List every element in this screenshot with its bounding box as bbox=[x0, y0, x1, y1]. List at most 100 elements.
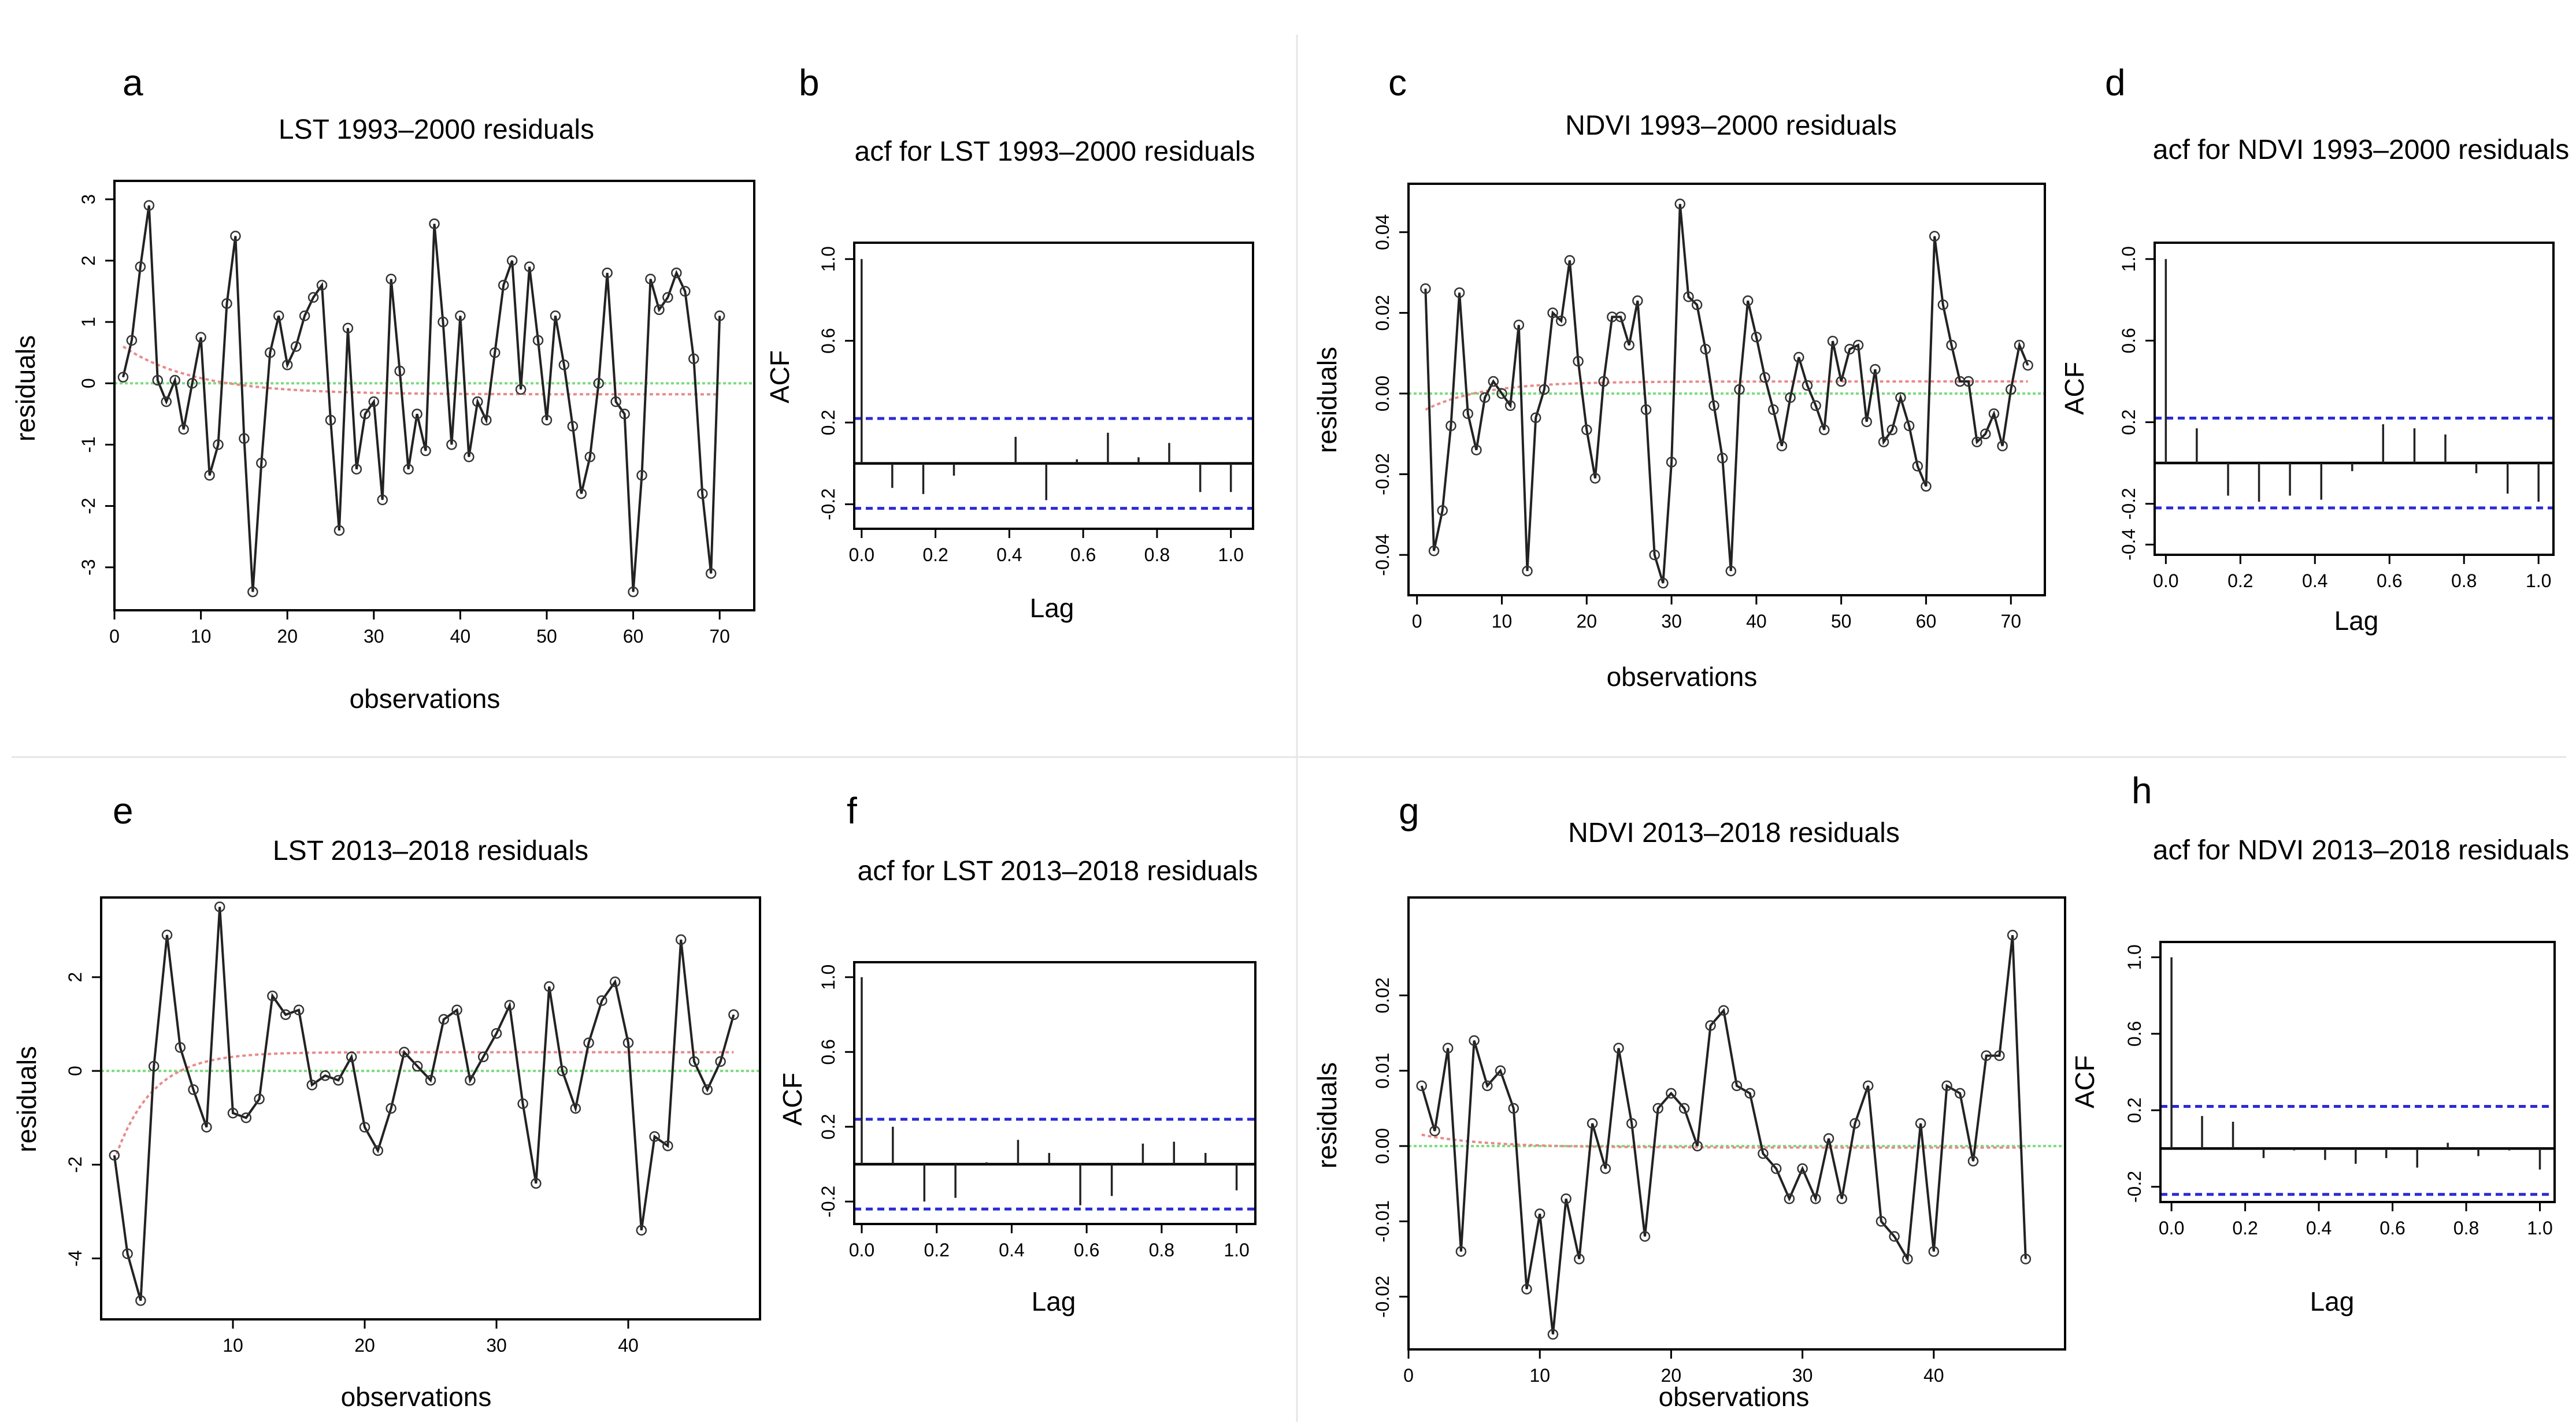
data-point bbox=[273, 310, 284, 321]
data-point bbox=[1692, 1140, 1703, 1152]
data-point bbox=[1718, 1005, 1729, 1016]
plot-frame bbox=[2154, 242, 2555, 556]
x-tick-label: 10 bbox=[1529, 1365, 1550, 1386]
data-point bbox=[584, 451, 596, 462]
data-point bbox=[1649, 549, 1660, 561]
data-point bbox=[148, 1060, 160, 1072]
data-point bbox=[491, 1028, 502, 1039]
data-point bbox=[1997, 440, 2008, 451]
data-point bbox=[1581, 424, 1592, 436]
data-point bbox=[1946, 339, 1957, 351]
data-point bbox=[1700, 343, 1711, 355]
data-point bbox=[1442, 1043, 1454, 1054]
data-point bbox=[465, 1075, 476, 1086]
x-tick-label: 70 bbox=[709, 626, 730, 647]
data-point bbox=[1666, 457, 1677, 468]
data-point bbox=[498, 280, 509, 291]
x-axis-label: Lag bbox=[1030, 593, 1074, 623]
data-point bbox=[333, 525, 345, 536]
y-tick-label: 1 bbox=[78, 317, 99, 327]
data-point bbox=[359, 409, 371, 420]
y-tick-label: 0.2 bbox=[2124, 1097, 2145, 1123]
data-point bbox=[1496, 388, 1507, 399]
y-tick-label: -0.2 bbox=[818, 488, 839, 520]
data-point bbox=[1416, 1080, 1427, 1092]
x-tick-label: 10 bbox=[1492, 611, 1513, 632]
data-point bbox=[688, 1056, 700, 1067]
data-point bbox=[201, 1122, 212, 1133]
data-point bbox=[333, 1075, 344, 1086]
data-point bbox=[1469, 1035, 1480, 1046]
data-point bbox=[213, 439, 224, 450]
data-point bbox=[662, 1140, 673, 1152]
data-point bbox=[1767, 404, 1779, 416]
x-tick-label: 0.6 bbox=[2377, 570, 2402, 591]
y-tick-label: 0.02 bbox=[1372, 295, 1393, 331]
data-point bbox=[1776, 440, 1788, 451]
x-tick-label: 0.4 bbox=[996, 544, 1022, 565]
data-point bbox=[195, 332, 206, 343]
data-point bbox=[570, 1103, 581, 1114]
y-tick-label: -0.02 bbox=[1372, 453, 1393, 495]
y-axis-label: residuals bbox=[12, 1046, 42, 1152]
plot-frame bbox=[1407, 183, 2046, 596]
data-point bbox=[1428, 545, 1440, 557]
data-point bbox=[1652, 1103, 1663, 1114]
series-line bbox=[1424, 203, 2029, 584]
data-point bbox=[399, 1047, 410, 1058]
data-point bbox=[267, 991, 278, 1002]
data-point bbox=[346, 1051, 357, 1063]
data-point bbox=[1929, 231, 1940, 242]
data-point bbox=[1915, 1118, 1926, 1129]
y-tick-label: 0.6 bbox=[818, 328, 839, 353]
trend-line bbox=[122, 345, 720, 396]
data-point bbox=[1819, 424, 1830, 436]
data-point bbox=[649, 1131, 660, 1142]
y-tick-label: 0.6 bbox=[2124, 1021, 2145, 1047]
data-point bbox=[1479, 392, 1491, 403]
data-point bbox=[1797, 1163, 1808, 1174]
data-point bbox=[1903, 420, 1915, 432]
data-point bbox=[1600, 1163, 1611, 1174]
data-point bbox=[728, 1009, 739, 1021]
data-point bbox=[550, 310, 561, 321]
data-point bbox=[240, 1112, 252, 1123]
data-point bbox=[1573, 355, 1584, 367]
x-axis-label: Lag bbox=[1032, 1286, 1076, 1316]
panel-letter-b: b bbox=[799, 62, 820, 103]
data-point bbox=[1759, 372, 1770, 383]
x-tick-label: 0.2 bbox=[924, 1240, 949, 1260]
data-point bbox=[1717, 452, 1728, 463]
y-tick-label: 0.2 bbox=[2118, 409, 2139, 435]
x-tick-label: 50 bbox=[536, 626, 557, 647]
data-point bbox=[1954, 376, 1966, 387]
data-point bbox=[609, 976, 621, 988]
x-tick-label: 50 bbox=[1831, 611, 1852, 632]
data-point bbox=[1941, 1080, 1952, 1092]
data-point bbox=[425, 1075, 436, 1086]
data-point bbox=[567, 421, 579, 432]
data-point bbox=[1547, 1329, 1559, 1340]
data-point bbox=[420, 445, 431, 457]
data-point bbox=[1876, 1216, 1887, 1227]
data-point bbox=[368, 396, 380, 407]
x-tick-label: 1.0 bbox=[1218, 544, 1243, 565]
y-tick-label: -0.01 bbox=[1372, 1200, 1393, 1242]
data-point bbox=[1488, 376, 1499, 387]
x-tick-label: 0.0 bbox=[2159, 1218, 2184, 1238]
series-line bbox=[113, 907, 735, 1301]
x-axis-label: observations bbox=[350, 684, 501, 714]
chart-title: acf for NDVI 1993–2000 residuals bbox=[2153, 135, 2569, 165]
data-point bbox=[446, 439, 457, 450]
y-tick-label: -0.2 bbox=[818, 1186, 839, 1218]
data-point bbox=[1744, 1088, 1755, 1099]
data-point bbox=[247, 586, 258, 598]
x-tick-label: 10 bbox=[223, 1335, 243, 1356]
data-point bbox=[636, 1225, 647, 1236]
data-point bbox=[1539, 384, 1550, 395]
data-point bbox=[1658, 577, 1669, 589]
x-tick-label: 30 bbox=[1661, 611, 1682, 632]
data-point bbox=[403, 463, 414, 475]
panel-a: a LST 1993–2000 residuals observations resi… bbox=[10, 62, 755, 714]
y-tick-label: 1.0 bbox=[2124, 944, 2145, 970]
